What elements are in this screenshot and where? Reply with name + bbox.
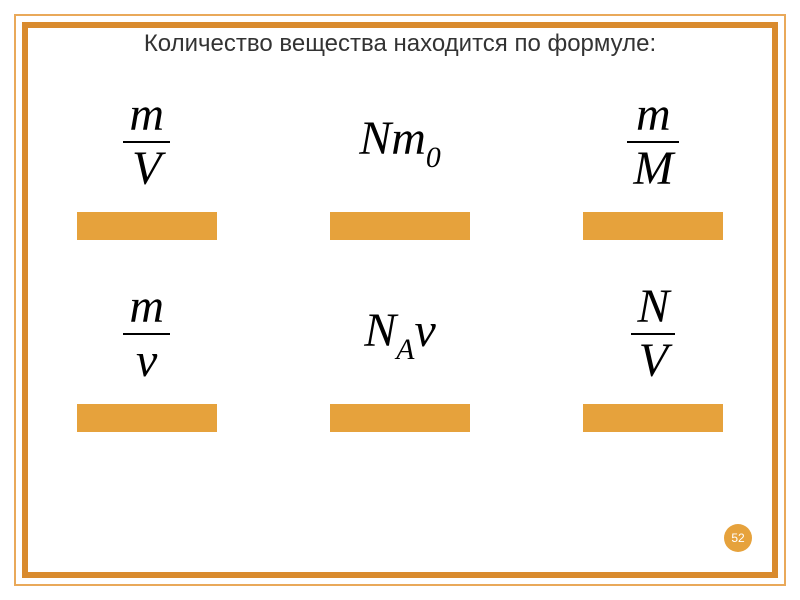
slide-content: Количество вещества находится по формуле…: [40, 30, 760, 570]
slide-title: Количество вещества находится по формуле…: [40, 30, 760, 58]
fraction: mV: [123, 89, 170, 195]
formula-5: NAν: [364, 280, 436, 388]
fraction-numerator: m: [123, 89, 170, 141]
answer-box[interactable]: [330, 404, 470, 432]
formula-2: Nm0: [359, 88, 441, 196]
symbol: ν: [414, 304, 435, 357]
formula-cell: mM: [557, 88, 750, 240]
fraction-numerator: m: [630, 89, 677, 141]
answer-box[interactable]: [583, 212, 723, 240]
inline-expression: Nm0: [359, 111, 441, 173]
subscript: 0: [426, 141, 441, 174]
formula-cell: Nm0: [303, 88, 496, 240]
inline-expression: NAν: [364, 303, 436, 365]
answer-box[interactable]: [330, 212, 470, 240]
formula-cell: mν: [50, 280, 243, 432]
subscript: A: [396, 333, 414, 366]
formula-cell: NAν: [303, 280, 496, 432]
fraction: mM: [627, 89, 679, 195]
fraction-numerator: m: [123, 281, 170, 333]
formula-grid: mV Nm0 mM mν NAν NV: [40, 88, 760, 432]
symbol: N: [364, 304, 396, 357]
formula-6: NV: [631, 280, 675, 388]
fraction-numerator: N: [631, 281, 675, 333]
formula-4: mν: [123, 280, 170, 388]
symbol: N: [359, 112, 391, 165]
fraction-denominator: V: [126, 143, 167, 195]
formula-3: mM: [627, 88, 679, 196]
symbol: m: [391, 112, 426, 165]
page-number: 52: [724, 524, 752, 552]
formula-1: mV: [123, 88, 170, 196]
fraction: NV: [631, 281, 675, 387]
answer-box[interactable]: [77, 212, 217, 240]
formula-cell: NV: [557, 280, 750, 432]
answer-box[interactable]: [583, 404, 723, 432]
formula-cell: mV: [50, 88, 243, 240]
fraction: mν: [123, 281, 170, 387]
fraction-denominator: ν: [130, 335, 163, 387]
answer-box[interactable]: [77, 404, 217, 432]
fraction-denominator: V: [633, 335, 674, 387]
fraction-denominator: M: [627, 143, 679, 195]
